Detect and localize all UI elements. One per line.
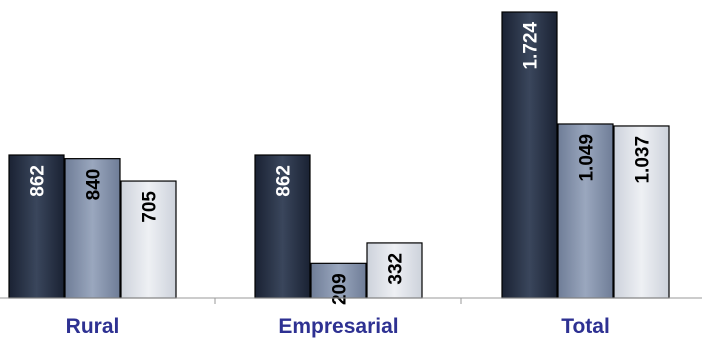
category-labels: Rural Empresarial Total [66,315,610,338]
bar-rural-series-2 [64,158,121,299]
category-label-empresarial: Empresarial [278,315,398,338]
bar-empresarial-series-3 [366,242,423,299]
bar-rural-series-1 [8,154,65,299]
x-axis-ticks [214,298,462,304]
bar-total-series-2 [557,123,614,299]
plot-area: 862 840 705 862 209 332 1.724 1.049 1.037 [8,11,670,305]
data-label: 1.049 [577,134,598,182]
data-label: 332 [386,253,407,285]
data-label: 705 [140,191,161,223]
data-label: 1.724 [521,22,542,70]
bar-empresarial-series-1 [254,154,311,299]
category-label-total: Total [561,315,610,338]
data-label: 1.037 [633,136,654,184]
data-label: 209 [330,273,351,305]
bar-rural-series-3 [120,180,177,299]
category-label-rural: Rural [66,315,120,338]
data-label: 862 [274,165,295,197]
data-label: 862 [28,165,49,197]
data-label: 840 [84,169,105,201]
